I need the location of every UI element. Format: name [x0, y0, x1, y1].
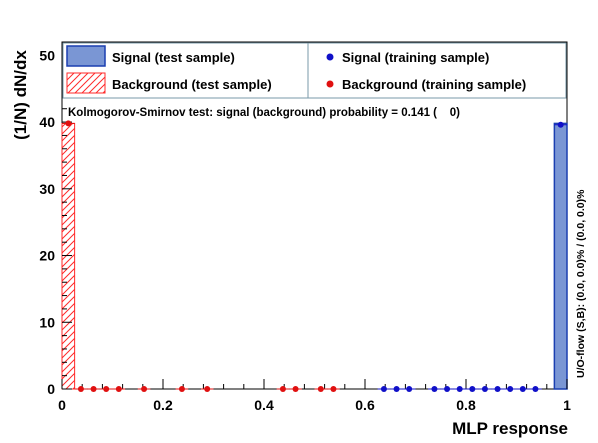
background-training-point — [204, 386, 211, 392]
legend-swatch-signal-test — [66, 45, 106, 67]
x-tick-label: 0.6 — [355, 397, 375, 413]
signal-training-point — [507, 386, 514, 392]
legend-marker-signal-training — [326, 53, 334, 61]
y-tick-label: 30 — [39, 181, 55, 197]
background-training-point — [103, 386, 110, 392]
background-training-point — [317, 386, 324, 392]
y-tick-label: 0 — [47, 381, 55, 397]
background-training-point — [330, 386, 337, 392]
y-tick-label: 50 — [39, 47, 55, 63]
signal-training-point — [444, 386, 451, 392]
background-training-point — [178, 386, 185, 392]
background-training-point — [115, 386, 122, 392]
background-training-point — [77, 386, 84, 392]
y-axis-title: (1/N) dN/dx — [11, 50, 30, 140]
signal-training-point — [481, 386, 488, 392]
signal-training-point — [494, 386, 501, 392]
x-tick-label: 1 — [563, 397, 571, 413]
background-training-point — [141, 386, 148, 392]
background-training-point — [292, 386, 299, 392]
legend-label-signal-test: Signal (test sample) — [112, 50, 235, 65]
signal-training-point — [380, 386, 387, 392]
background-training-point — [65, 120, 72, 127]
signal-training-point — [532, 386, 539, 392]
y-tick-label: 20 — [39, 248, 55, 264]
signal-training-point — [431, 386, 438, 392]
signal-training-point — [469, 386, 476, 392]
y-tick-label: 10 — [39, 314, 55, 330]
x-tick-label: 0 — [58, 397, 66, 413]
x-tick-label: 0.8 — [456, 397, 476, 413]
signal-training-point — [456, 386, 463, 392]
histogram-layer — [61, 122, 568, 390]
signal-training-point — [519, 386, 526, 392]
signal-training-point — [557, 121, 564, 128]
legend-marker-background-training — [326, 80, 334, 88]
y-tick-label: 40 — [39, 114, 55, 130]
legend-label-background-test: Background (test sample) — [112, 77, 272, 92]
legend-label-background-training: Background (training sample) — [342, 77, 526, 92]
background-training-point — [279, 386, 286, 392]
background-training-point — [90, 386, 97, 392]
ks-test-label: Kolmogorov-Smirnov test: signal (backgro… — [68, 107, 460, 119]
points-layer — [62, 120, 567, 392]
x-axis-title: MLP response — [452, 419, 568, 438]
legend-box-training — [307, 42, 567, 99]
signal-training-point — [393, 386, 400, 392]
signal-test-bar — [553, 122, 568, 390]
x-tick-label: 0.4 — [254, 397, 274, 413]
legend-swatch-background-test — [66, 72, 106, 94]
signal-training-point — [406, 386, 413, 392]
overflow-label: U/O-flow (S,B): (0.0, 0.0)% / (0.0, 0.0)… — [575, 189, 587, 378]
legend: Signal (test sample) Background (test sa… — [62, 42, 567, 99]
legend-label-signal-training: Signal (training sample) — [342, 50, 489, 65]
x-tick-label: 0.2 — [153, 397, 173, 413]
